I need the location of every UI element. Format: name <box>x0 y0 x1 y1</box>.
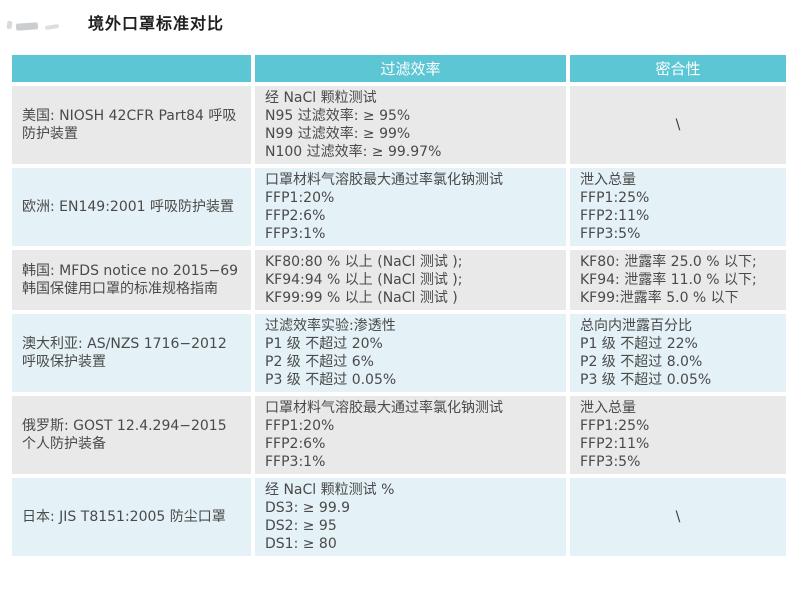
fit-cell-line: FFP2:11% <box>580 208 650 224</box>
fit-cell-line: P2 级 不超过 8.0% <box>580 354 703 370</box>
filtration-cell-line: P1 级 不超过 20% <box>265 336 383 352</box>
fit-cell: 总向内泄露百分比 P1 级 不超过 22% P2 级 不超过 8.0% P3 级 不超… <box>570 314 786 392</box>
standard-cell-line: 欧洲: EN149:2001 呼吸防护装置 <box>22 199 235 215</box>
standard-cell: 俄罗斯: GOST 12.4.294−2015 个人防护装备 <box>12 396 251 474</box>
fit-cell-line: KF80: 泄露率 25.0 % 以下; <box>580 254 757 270</box>
table-header-filtration: 过滤效率 <box>255 55 566 82</box>
standard-cell-line: 澳大利亚: AS/NZS 1716−2012 呼吸保护装置 <box>22 336 227 370</box>
filtration-cell-line: 口罩材料气溶胶最大通过率氯化钠测试 <box>265 400 503 416</box>
filtration-cell-line: FFP1:20% <box>265 190 335 206</box>
standard-cell-line: 俄罗斯: GOST 12.4.294−2015 个人防护装备 <box>22 418 227 452</box>
standard-cell: 日本: JIS T8151:2005 防尘口罩 <box>12 478 251 556</box>
standard-cell: 澳大利亚: AS/NZS 1716−2012 呼吸保护装置 <box>12 314 251 392</box>
filtration-cell-line: FFP3:1% <box>265 226 326 242</box>
fit-cell-line: 泄入总量 <box>580 400 636 416</box>
filtration-cell: 经 NaCl 颗粒测试 % DS3: ≥ 99.9 DS2: ≥ 95 DS1: ≥ … <box>255 478 566 556</box>
standard-cell-line: 美国: NIOSH 42CFR Part84 呼吸防护装置 <box>22 108 237 142</box>
cropped-text-artifact <box>15 22 39 31</box>
filtration-cell-line: 口罩材料气溶胶最大通过率氯化钠测试 <box>265 172 503 188</box>
filtration-cell-line: FFP2:6% <box>265 208 326 224</box>
fit-cell-line: FFP1:25% <box>580 190 650 206</box>
fit-cell: 泄入总量 FFP1:25% FFP2:11% FFP3:5% <box>570 396 786 474</box>
filtration-cell-line: 经 NaCl 颗粒测试 <box>265 90 377 106</box>
fit-cell: \ <box>570 478 786 556</box>
filtration-cell-line: P2 级 不超过 6% <box>265 354 374 370</box>
table-header-fit: 密合性 <box>570 55 786 82</box>
standard-cell-line: 韩国: MFDS notice no 2015−69 韩国保健用口罩的标准规格指… <box>22 263 239 297</box>
filtration-cell: 口罩材料气溶胶最大通过率氯化钠测试 FFP1:20% FFP2:6% FFP3:1% <box>255 396 566 474</box>
filtration-cell-line: KF94:94 % 以上 (NaCl 测试 ); <box>265 272 463 288</box>
table-header-standard <box>12 55 251 82</box>
fit-cell-line: FFP1:25% <box>580 418 650 434</box>
fit-cell-line: \ <box>675 117 681 133</box>
cropped-text-artifact <box>6 20 13 30</box>
filtration-cell-line: FFP1:20% <box>265 418 335 434</box>
filtration-cell-line: N100 过滤效率: ≥ 99.97% <box>265 144 442 160</box>
standard-cell-line: 日本: JIS T8151:2005 防尘口罩 <box>22 509 226 525</box>
filtration-cell-line: FFP3:1% <box>265 454 326 470</box>
standard-cell: 韩国: MFDS notice no 2015−69 韩国保健用口罩的标准规格指… <box>12 250 251 310</box>
filtration-cell-line: N95 过滤效率: ≥ 95% <box>265 108 411 124</box>
filtration-cell-line: P3 级 不超过 0.05% <box>265 372 397 388</box>
fit-cell-line: \ <box>675 509 681 525</box>
standard-cell: 欧洲: EN149:2001 呼吸防护装置 <box>12 168 251 246</box>
page-header: 境外口罩标准对比 <box>0 0 798 55</box>
filtration-cell-line: FFP2:6% <box>265 436 326 452</box>
standards-table: 过滤效率 密合性 美国: NIOSH 42CFR Part84 呼吸防护装置经 … <box>12 55 786 556</box>
fit-cell-line: KF94: 泄露率 11.0 % 以下; <box>580 272 757 288</box>
filtration-cell-line: 经 NaCl 颗粒测试 % <box>265 482 395 498</box>
filtration-cell-line: DS2: ≥ 95 <box>265 518 337 534</box>
filtration-cell-line: 过滤效率实验:渗透性 <box>265 318 396 334</box>
filtration-cell: KF80:80 % 以上 (NaCl 测试 ); KF94:94 % 以上 (Na… <box>255 250 566 310</box>
filtration-cell-line: N99 过滤效率: ≥ 99% <box>265 126 411 142</box>
fit-cell-line: KF99:泄露率 5.0 % 以下 <box>580 290 739 306</box>
fit-cell-line: FFP3:5% <box>580 226 641 242</box>
fit-cell: \ <box>570 86 786 164</box>
fit-cell: 泄入总量 FFP1:25% FFP2:11% FFP3:5% <box>570 168 786 246</box>
filtration-cell: 过滤效率实验:渗透性 P1 级 不超过 20% P2 级 不超过 6% P3 级 不超… <box>255 314 566 392</box>
fit-cell-line: 总向内泄露百分比 <box>580 318 692 334</box>
filtration-cell-line: KF99:99 % 以上 (NaCl 测试 ) <box>265 290 458 306</box>
filtration-cell-line: DS1: ≥ 80 <box>265 536 337 552</box>
filtration-cell-line: KF80:80 % 以上 (NaCl 测试 ); <box>265 254 463 270</box>
cropped-text-artifact <box>44 23 60 31</box>
fit-cell: KF80: 泄露率 25.0 % 以下; KF94: 泄露率 11.0 % 以下;… <box>570 250 786 310</box>
fit-cell-line: 泄入总量 <box>580 172 636 188</box>
filtration-cell: 口罩材料气溶胶最大通过率氯化钠测试 FFP1:20% FFP2:6% FFP3:1% <box>255 168 566 246</box>
fit-cell-line: FFP2:11% <box>580 436 650 452</box>
filtration-cell-line: DS3: ≥ 99.9 <box>265 500 351 516</box>
standard-cell: 美国: NIOSH 42CFR Part84 呼吸防护装置 <box>12 86 251 164</box>
fit-cell-line: P3 级 不超过 0.05% <box>580 372 712 388</box>
fit-cell-line: P1 级 不超过 22% <box>580 336 698 352</box>
page-title: 境外口罩标准对比 <box>88 14 225 33</box>
fit-cell-line: FFP3:5% <box>580 454 641 470</box>
filtration-cell: 经 NaCl 颗粒测试 N95 过滤效率: ≥ 95% N99 过滤效率: ≥ 99… <box>255 86 566 164</box>
